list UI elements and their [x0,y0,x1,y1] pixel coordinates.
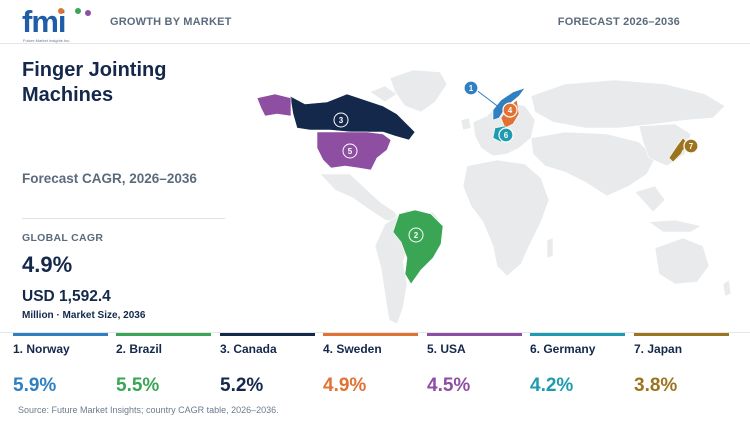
country-card-brazil[interactable]: 2. Brazil 5.5% [116,333,211,403]
country-cagr: 3.8% [634,375,678,396]
marker-germany-circle [498,127,514,143]
country-cagr: 5.9% [13,375,57,396]
marker-japan[interactable]: 7 [683,138,699,154]
country-accent-bar [530,333,625,336]
logo-dot-orange [58,8,64,14]
marker-canada[interactable]: 3 [333,112,349,128]
growth-by-market-label: GROWTH BY MARKET [110,16,232,28]
country-accent-bar [323,333,418,336]
logo-dot-green [75,8,81,14]
country-name: 1. Norway [13,342,70,356]
country-accent-bar [13,333,108,336]
marker-germany[interactable]: 6 [498,127,514,143]
country-strip-divider [0,332,750,333]
world-map: 1 4 6 3 5 2 7 [256,69,732,325]
marker-sweden[interactable]: 4 [502,102,518,118]
logo-dot-purple [85,10,91,16]
marker-japan-label: 7 [689,142,694,151]
country-card-germany[interactable]: 6. Germany 4.2% [530,333,625,403]
country-cagr: 4.5% [427,375,471,396]
country-cagr: 5.2% [220,375,264,396]
header: fmi Future Market Insights Inc. GROWTH B… [0,0,750,44]
country-accent-bar [116,333,211,336]
marker-usa[interactable]: 5 [342,143,358,159]
map-region-japan[interactable] [668,137,688,163]
country-card-sweden[interactable]: 4. Sweden 4.9% [323,333,418,403]
country-name: 5. USA [427,342,466,356]
divider [22,218,225,219]
marker-germany-label: 6 [504,131,509,140]
country-card-canada[interactable]: 3. Canada 5.2% [220,333,315,403]
marker-japan-circle [683,138,699,154]
marker-brazil-label: 2 [414,231,419,240]
forecast-period-label: FORECAST 2026–2036 [557,16,680,28]
country-accent-bar [634,333,729,336]
marker-sweden-label: 4 [508,106,513,115]
global-cagr-value: 4.9% [22,252,73,277]
map-region-canada[interactable] [289,93,416,141]
country-name: 3. Canada [220,342,277,356]
market-size-value: USD 1,592.4 [22,288,111,305]
leader-line-norway [474,88,501,109]
country-cagr: 4.9% [323,375,367,396]
fmi-logo[interactable]: fmi Future Market Insights Inc. [22,6,92,43]
marker-usa-label: 5 [348,147,353,156]
logo-tagline: Future Market Insights Inc. [23,38,71,43]
country-name: 6. Germany [530,342,596,356]
country-accent-bar [427,333,522,336]
marker-brazil[interactable]: 2 [408,227,424,243]
marker-norway[interactable]: 1 [463,80,479,96]
source-note: Source: Future Market Insights; country … [18,405,279,415]
marker-norway-label: 1 [469,84,474,93]
forecast-cagr-label: Forecast CAGR, 2026–2036 [22,171,197,186]
marker-norway-circle [463,80,479,96]
country-name: 7. Japan [634,342,683,356]
marker-sweden-circle [502,102,518,118]
global-cagr-label: GLOBAL CAGR [22,232,104,244]
marker-brazil-circle [408,227,424,243]
marker-usa-circle [342,143,358,159]
page-title: Finger Jointing Machines [22,59,167,106]
country-accent-bar [220,333,315,336]
country-card-usa[interactable]: 5. USA 4.5% [427,333,522,403]
country-cagr: 4.2% [530,375,574,396]
country-card-japan[interactable]: 7. Japan 3.8% [634,333,729,403]
map-region-usa[interactable] [316,131,392,171]
country-card-norway[interactable]: 1. Norway 5.9% [13,333,108,403]
map-region-alaska [256,93,292,117]
marker-canada-label: 3 [339,116,344,125]
country-name: 4. Sweden [323,342,382,356]
marker-canada-circle [333,112,349,128]
country-name: 2. Brazil [116,342,163,356]
map-region-brazil[interactable] [392,209,444,285]
market-size-caption: Million · Market Size, 2036 [22,310,146,321]
country-cagr: 5.5% [116,375,160,396]
